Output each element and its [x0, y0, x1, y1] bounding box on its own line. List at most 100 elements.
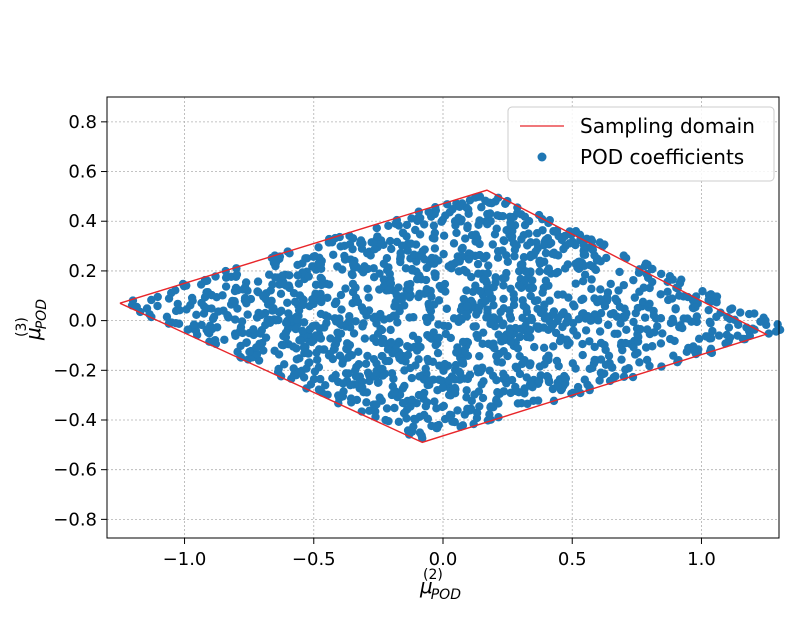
data-point [411, 415, 420, 424]
x-axis-label-sub: POD [431, 587, 461, 603]
data-point [233, 304, 242, 313]
data-point [580, 250, 590, 259]
data-point [461, 309, 471, 319]
data-point [292, 344, 301, 353]
data-point [487, 294, 497, 303]
data-point [514, 281, 524, 290]
data-point [164, 319, 174, 328]
data-point [296, 336, 306, 345]
data-point [202, 325, 211, 334]
data-point [487, 198, 496, 208]
data-point [358, 322, 367, 331]
data-point [354, 347, 363, 357]
data-point [200, 293, 210, 302]
y-axis-label-base: μ [21, 327, 45, 341]
data-point [722, 330, 731, 340]
data-point [308, 295, 317, 304]
data-point [245, 347, 254, 357]
data-point [579, 240, 589, 250]
data-point [634, 332, 643, 342]
data-point [277, 340, 287, 350]
data-point [663, 287, 672, 297]
data-point [714, 331, 724, 340]
data-point [414, 355, 423, 364]
data-point [394, 417, 404, 427]
data-point [381, 415, 390, 425]
data-point [203, 276, 212, 285]
data-point [289, 370, 299, 380]
data-point [153, 301, 162, 311]
data-point [463, 223, 472, 233]
data-point [551, 328, 561, 338]
data-point [252, 313, 262, 322]
data-point [268, 304, 277, 313]
x-tick-label: −0.5 [292, 549, 336, 570]
data-point [616, 319, 625, 328]
data-point [210, 335, 220, 345]
data-point [221, 282, 231, 291]
data-point [192, 310, 201, 320]
data-point [405, 313, 414, 322]
data-point [323, 293, 332, 302]
data-point [432, 423, 441, 433]
data-point [475, 239, 484, 249]
data-point [403, 350, 413, 360]
data-point [386, 279, 396, 288]
data-point [449, 239, 459, 248]
y-tick-label: −0.4 [53, 410, 97, 431]
data-point [513, 208, 522, 218]
data-point [639, 283, 648, 292]
data-point [539, 241, 549, 250]
data-point [414, 271, 424, 280]
data-point [457, 244, 466, 254]
data-point [415, 372, 424, 381]
data-point [734, 320, 743, 329]
data-point [388, 382, 398, 391]
x-axis-label-base: μ [419, 574, 433, 598]
data-point [171, 286, 180, 295]
data-point [189, 320, 199, 329]
data-point [473, 333, 482, 342]
data-point [526, 291, 535, 301]
data-point [419, 394, 428, 403]
data-point [360, 334, 370, 343]
data-point [359, 306, 368, 316]
data-point [478, 328, 488, 337]
data-point [653, 322, 662, 331]
data-point [348, 279, 358, 289]
data-point [499, 294, 508, 304]
data-point [338, 379, 348, 388]
data-point [429, 328, 438, 337]
data-point [615, 302, 625, 312]
data-point [764, 329, 774, 338]
data-point [387, 244, 396, 254]
data-point [525, 380, 535, 389]
data-point [478, 339, 487, 349]
data-point [464, 249, 474, 258]
data-point [535, 256, 545, 266]
data-point [321, 381, 330, 390]
y-tick-label: 0.4 [68, 211, 97, 232]
data-point [401, 264, 411, 273]
data-point [578, 350, 587, 360]
data-point [613, 329, 622, 338]
x-tick-label: 1.0 [687, 549, 716, 570]
legend-marker-pod [537, 152, 547, 162]
data-point [492, 375, 501, 385]
data-point [568, 359, 577, 368]
data-point [329, 345, 338, 354]
data-point [237, 317, 247, 326]
data-point [276, 289, 286, 299]
data-point [549, 342, 558, 351]
data-point [232, 270, 242, 279]
data-point [580, 270, 590, 279]
data-point [527, 315, 537, 325]
data-point [419, 220, 429, 229]
data-point [539, 343, 549, 353]
data-point [453, 406, 462, 415]
data-point [651, 314, 661, 323]
data-point [345, 340, 355, 350]
data-point [506, 388, 515, 398]
data-point [207, 304, 216, 313]
data-point [486, 319, 495, 329]
